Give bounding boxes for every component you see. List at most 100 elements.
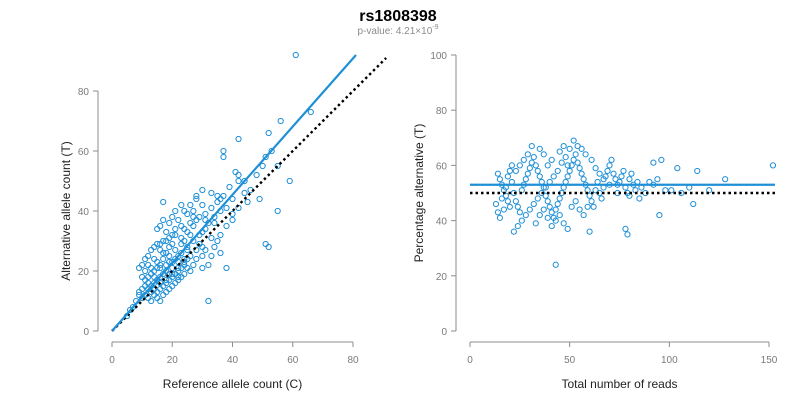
left-data-point [154,258,161,266]
right-y-axis-label: Percentage alternative (T) [412,124,426,263]
left-data-point [178,240,185,248]
left-data-point [244,198,251,206]
left-x-tick-label: 40 [227,355,239,366]
left-data-point [199,186,206,194]
left-data-point [142,282,149,290]
left-x-tick-label: 20 [167,355,179,366]
right-data-point [548,156,555,163]
right-data-point [514,223,521,230]
left-data-point [217,249,224,257]
left-data-point [154,225,161,233]
right-data-point [572,198,579,205]
left-data-point [160,198,167,206]
left-data-point [139,261,146,269]
right-data-point [544,214,551,221]
right-data-point [504,173,511,180]
right-x-tick-label: 100 [661,355,678,366]
left-data-point [202,246,209,254]
right-data-point [662,187,669,194]
right-data-point [574,159,581,166]
right-data-point [550,173,557,180]
right-data-point [608,156,615,163]
left-data-point [154,240,161,248]
left-reference-line [111,57,387,332]
right-data-point [492,200,500,208]
left-y-tick-label: 40 [78,207,90,218]
left-data-point [268,147,275,155]
left-data-point [172,207,179,215]
right-data-point [694,167,701,175]
left-data-point [166,252,173,260]
right-data-point [540,151,547,158]
left-data-point [178,264,185,272]
right-data-point [542,192,549,199]
right-data-point [606,162,613,169]
left-data-point [160,249,167,257]
right-data-point [568,162,575,169]
right-scatter-panel: 0 50 100 150 0 20 40 60 80 100 Total number of rea… [412,51,778,391]
left-data-point [262,153,269,161]
left-data-point [211,243,218,251]
right-data-point [582,151,589,158]
left-data-point [151,273,158,281]
left-data-point [205,261,212,269]
left-data-point [187,201,194,209]
right-data-point [576,165,583,172]
left-data-point [181,237,188,245]
left-data-point [190,222,197,230]
right-data-point [578,170,585,177]
right-data-point [636,195,643,202]
right-data-point [560,220,567,227]
left-data-point [142,276,149,284]
right-y-tick-label: 0 [441,327,447,338]
right-data-point [512,198,519,205]
right-x-axis-label: Total number of reads [561,377,677,391]
left-data-point [157,240,164,248]
right-data-point [496,214,503,221]
left-data-point [226,183,233,191]
left-data-point [277,117,284,125]
left-data-point [145,279,152,287]
figure-title: rs1808398 [359,8,437,25]
right-data-point [500,206,507,213]
left-data-point [265,129,272,137]
right-data-point [650,159,657,166]
left-data-point [178,222,185,230]
left-data-point [178,234,185,242]
left-data-point [178,201,185,209]
left-data-point [169,213,176,221]
right-data-point [572,151,579,158]
left-data-point [253,171,260,179]
left-data-point [166,219,173,227]
left-data-point [142,255,149,263]
right-x-tick-label: 0 [467,355,473,366]
right-data-point [620,167,627,175]
right-data-point [618,173,625,180]
right-y-tick-label: 40 [436,217,448,228]
left-data-point [196,213,203,221]
left-data-point [166,285,173,293]
right-data-point [590,203,597,210]
left-data-point [172,231,179,239]
right-data-point [554,167,561,175]
left-data-point [157,264,164,272]
right-data-point [586,228,593,235]
right-data-point [504,198,511,205]
right-data-point [610,170,617,177]
right-data-point [706,187,713,194]
left-data-point [151,291,158,299]
left-data-point [208,189,215,197]
left-data-point [229,216,236,224]
right-data-point [526,206,533,213]
left-data-point [217,195,224,203]
left-y-tick-label: 60 [78,147,90,158]
right-data-point [522,176,529,183]
right-data-point [626,176,633,183]
left-data-point [232,168,239,176]
left-data-point [187,267,194,275]
right-data-point [656,211,663,219]
right-data-point [690,200,697,208]
right-data-point [552,261,559,268]
left-data-point [193,255,200,263]
left-data-point [160,291,167,299]
